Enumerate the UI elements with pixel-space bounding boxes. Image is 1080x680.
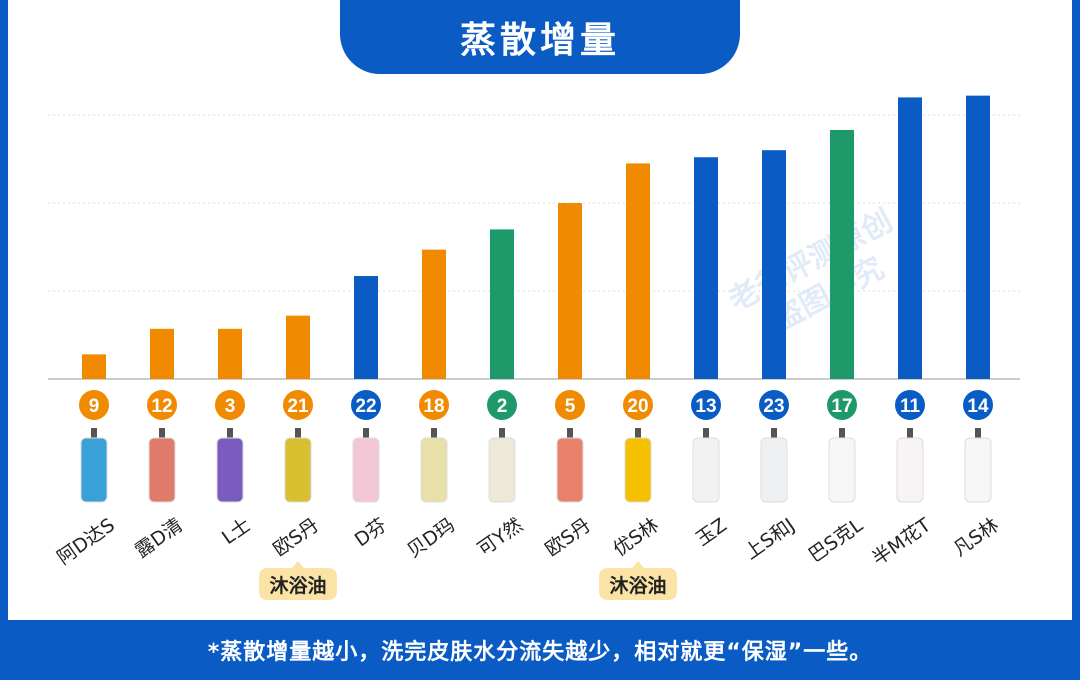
product-type-tag: 沐浴油 <box>259 561 337 600</box>
bar <box>626 163 650 379</box>
rank-number: 3 <box>225 396 236 417</box>
bar <box>218 328 242 379</box>
product-bottle-image <box>760 437 788 503</box>
rank-number: 18 <box>423 396 444 417</box>
bottle-pump <box>227 428 233 438</box>
rank-number: 13 <box>695 396 716 417</box>
bottle-pump <box>635 428 641 438</box>
product-bottle-image <box>828 437 856 503</box>
bar <box>966 95 990 379</box>
footer-note: *蒸散增量越小，洗完皮肤水分流失越少，相对就更“保湿”一些。 <box>0 620 1080 680</box>
rank-badge <box>147 390 177 420</box>
chart-title: 蒸散增量 <box>340 0 740 74</box>
rank-number: 14 <box>967 396 989 417</box>
rank-badge <box>963 390 993 420</box>
bar <box>558 203 582 379</box>
product-label: 阿D达S <box>53 514 119 569</box>
product-bottle-image <box>624 437 652 503</box>
rank-badge <box>79 390 109 420</box>
rank-badge <box>895 390 925 420</box>
product-label: 巴S克L <box>805 514 868 567</box>
bottle-pump <box>907 428 913 438</box>
bottle-pump <box>703 428 709 438</box>
bar <box>762 150 786 379</box>
product-label: 欧S丹 <box>541 514 595 561</box>
product-type-tag: 沐浴油 <box>599 561 677 600</box>
rank-number: 2 <box>497 396 508 417</box>
rank-badge <box>419 390 449 420</box>
rank-number: 23 <box>763 396 784 417</box>
product-label: 欧S丹 <box>269 514 323 561</box>
bottle-pump <box>363 428 369 438</box>
bar <box>422 249 446 379</box>
product-label: D芬 <box>351 514 391 551</box>
rank-number: 5 <box>565 396 576 417</box>
product-label: 上S和J <box>741 514 799 564</box>
rank-badge <box>827 390 857 420</box>
bar-chart: 9 阿D达S 12 露D清 3 L士 21 欧S丹 22 D芬 18 贝D玛 2 可Y然 5 欧S丹 20 优S林… <box>48 95 1020 570</box>
bottle-pump <box>159 428 165 438</box>
bottle-pump <box>975 428 981 438</box>
bottle-pump <box>771 428 777 438</box>
bottle-pump <box>295 428 301 438</box>
bar <box>694 157 718 379</box>
bar <box>286 315 310 379</box>
product-bottle-image <box>964 437 992 503</box>
rank-badge <box>351 390 381 420</box>
product-label: 凡S林 <box>949 514 1003 561</box>
product-bottle-image <box>556 437 584 503</box>
product-label: 半M花T <box>868 514 935 570</box>
product-bottle-image <box>420 437 448 503</box>
product-bottle-image <box>488 437 516 503</box>
product-label: 贝D玛 <box>403 514 459 562</box>
bottle-pump <box>499 428 505 438</box>
rank-number: 21 <box>287 396 309 417</box>
rank-number: 17 <box>831 396 852 417</box>
product-label: 可Y然 <box>474 514 527 560</box>
rank-number: 22 <box>355 396 376 417</box>
bar <box>830 129 854 379</box>
product-bottle-image <box>148 437 176 503</box>
product-bottle-image <box>896 437 924 503</box>
rank-badge <box>487 390 517 420</box>
bottle-pump <box>91 428 97 438</box>
bar <box>82 354 106 379</box>
rank-number: 12 <box>151 396 172 417</box>
rank-number: 20 <box>627 396 648 417</box>
rank-badge <box>215 390 245 420</box>
product-bottle-image <box>284 437 312 503</box>
rank-badge <box>691 390 721 420</box>
product-bottle-image <box>216 437 244 503</box>
product-label: 露D清 <box>131 514 187 562</box>
bar <box>354 276 378 379</box>
rank-badge <box>623 390 653 420</box>
bottle-pump <box>431 428 437 438</box>
rank-badge <box>283 390 313 420</box>
bottle-pump <box>567 428 573 438</box>
bottle-pump <box>839 428 845 438</box>
rank-number: 9 <box>89 396 100 417</box>
rank-badge <box>759 390 789 420</box>
rank-number: 11 <box>900 396 921 417</box>
bar <box>150 328 174 379</box>
rank-badge <box>555 390 585 420</box>
product-label: L士 <box>218 514 255 549</box>
product-bottle-image <box>692 437 720 503</box>
product-bottle-image <box>352 437 380 503</box>
bar <box>490 229 514 379</box>
product-bottle-image <box>80 437 108 503</box>
bar <box>898 97 922 380</box>
product-label: 玉Z <box>692 514 731 550</box>
product-label: 优S林 <box>609 514 663 561</box>
